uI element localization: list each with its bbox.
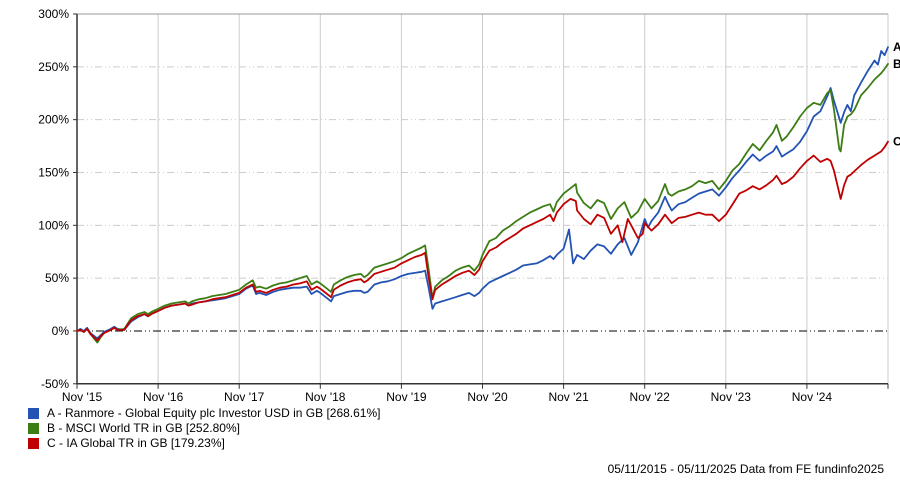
y-tick-label: -50% [41,377,69,391]
y-tick-label: 100% [38,218,69,232]
legend-item-b: B - MSCI World TR in GB [252.80%] [28,421,380,435]
legend-item-c: C - IA Global TR in GB [179.23%] [28,436,380,450]
series-line-a [76,46,889,340]
x-tick-label: Nov '21 [548,390,589,404]
legend: A - Ranmore - Global Equity plc Investor… [28,406,380,451]
legend-swatch [28,407,39,419]
date-range-source: 05/11/2015 - 05/11/2025 Data from FE fun… [607,462,884,476]
x-tick-label: Nov '19 [386,390,427,404]
series-end-label-b: B [893,57,900,71]
x-tick-label: Nov '17 [224,390,265,404]
series-end-label-c: C [893,135,900,149]
legend-label-c: C - IA Global TR in GB [179.23%] [47,436,225,450]
y-tick-label: 150% [38,165,69,179]
y-tick-label: 300% [38,7,69,21]
x-tick-label: Nov '20 [467,390,508,404]
series-line-c [76,140,889,342]
legend-swatch [28,422,39,434]
y-tick-label: 200% [38,113,69,127]
legend-label-b: B - MSCI World TR in GB [252.80%] [47,421,240,435]
x-tick-label: Nov '18 [305,390,346,404]
x-tick-label: Nov '24 [792,390,833,404]
x-tick-label: Nov '15 [62,390,103,404]
series-end-label-a: A [893,40,900,54]
x-tick-label: Nov '16 [143,390,184,404]
x-tick-label: Nov '23 [711,390,752,404]
x-tick-label: Nov '22 [630,390,671,404]
y-tick-label: 250% [38,60,69,74]
legend-label-a: A - Ranmore - Global Equity plc Investor… [47,406,381,420]
legend-item-a: A - Ranmore - Global Equity plc Investor… [28,406,380,420]
y-tick-label: 50% [45,271,69,285]
series-line-b [76,63,889,344]
y-tick-label: 0% [52,324,70,338]
legend-swatch [28,437,39,449]
